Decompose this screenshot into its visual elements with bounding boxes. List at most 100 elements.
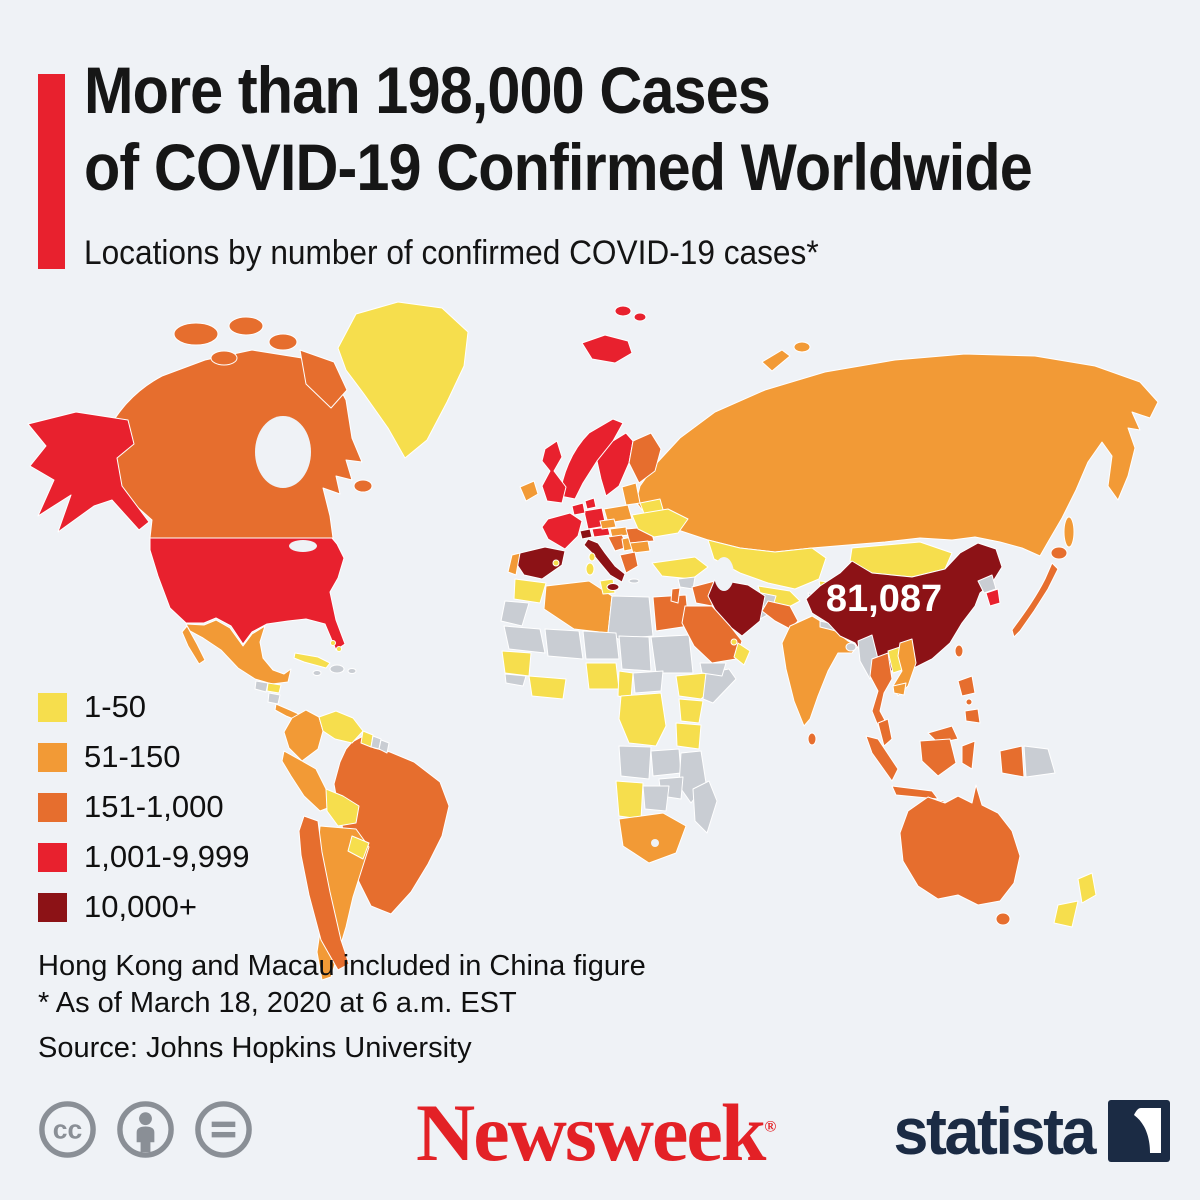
- map-region-svalbard-2: [633, 312, 647, 322]
- source-line: Source: Johns Hopkins University: [38, 1032, 472, 1064]
- map-region-colombia: [283, 709, 324, 762]
- legend-swatch-1-50: [38, 692, 67, 722]
- map-region-czechia: [599, 518, 617, 530]
- legend-swatch-10000-plus: [38, 892, 67, 922]
- map-region-mauritania: [503, 625, 546, 654]
- map-region-north-korea: [977, 574, 997, 594]
- map-region-united-states: [149, 537, 346, 651]
- map-region-arctic-island: [210, 350, 238, 366]
- map-region-paraguay: [347, 835, 370, 860]
- map-region-chad: [618, 635, 652, 672]
- map-region-bangladesh: [845, 642, 857, 652]
- map-region-mexico: [185, 619, 292, 685]
- map-region-russia: [635, 353, 1159, 557]
- legend-label-1001-9999: 1,001-9,999: [84, 839, 250, 874]
- map-region-morocco: [513, 578, 547, 604]
- page-title: More than 198,000 Cases of COVID-19 Conf…: [84, 52, 1033, 206]
- map-region-botswana: [642, 785, 670, 812]
- world-choropleth-map: 81,087: [0, 290, 1200, 990]
- map-region-vietnam: [892, 638, 917, 697]
- map-region-arctic-island: [173, 322, 219, 346]
- map-region-novaya-zemlya-2: [793, 341, 811, 353]
- china-case-count-label: 81,087: [826, 578, 942, 620]
- map-region-indonesia-java: [891, 785, 939, 800]
- title-line-1: More than 198,000 Cases: [84, 53, 771, 127]
- map-region-corsica: [588, 552, 596, 562]
- map-region-sudan: [650, 634, 694, 674]
- legend-swatch-51-150: [38, 742, 67, 772]
- map-region-zambia: [650, 748, 682, 777]
- map-region-jamaica: [312, 670, 322, 676]
- map-region-papua-new-guinea: [1023, 745, 1056, 778]
- map-region-novaya-zemlya: [761, 349, 791, 372]
- map-region-madagascar: [692, 780, 718, 834]
- cc-icon: cc: [39, 1101, 96, 1158]
- statista-logo-text: statista: [893, 1094, 1096, 1168]
- map-region-sakhalin: [1063, 516, 1075, 548]
- map-region-cambodia: [892, 682, 907, 696]
- map-region-israel: [670, 587, 681, 604]
- map-region-crete: [628, 578, 640, 584]
- map-region-iran: [707, 578, 766, 637]
- map-region-drc: [618, 692, 667, 747]
- map-region-poland: [603, 504, 633, 524]
- map-region-guinea: [504, 673, 527, 687]
- map-region-sri-lanka: [807, 732, 817, 746]
- newsweek-logo: Newsweek®: [416, 1092, 776, 1174]
- map-region-indonesia-sumatra: [865, 735, 899, 782]
- map-region-denmark: [584, 497, 597, 510]
- map-region-ukraine: [631, 508, 689, 538]
- legend-label-51-150: 51-150: [84, 739, 181, 774]
- map-region-cuba: [293, 652, 331, 669]
- statista-logo: statista: [883, 1098, 1170, 1164]
- map-region-yemen: [699, 662, 727, 677]
- title-line-2: of COVID-19 Confirmed Worldwide: [84, 130, 1033, 205]
- map-region-bahamas: [336, 646, 342, 652]
- map-region-taiwan: [954, 644, 964, 658]
- map-region-bahamas: [330, 640, 336, 646]
- map-region-japan: [1011, 562, 1059, 638]
- legend-item-1001-9999: 1,001-9,999: [38, 832, 249, 882]
- map-region-philippines-mindanao: [964, 708, 981, 724]
- map-region-indonesia-sulawesi: [961, 740, 976, 770]
- map-region-guatemala: [254, 680, 269, 693]
- map-region-greece: [619, 551, 639, 574]
- map-region-venezuela: [318, 710, 364, 744]
- map-region-bolivia: [325, 788, 360, 827]
- great-lakes-water: [289, 540, 317, 552]
- map-region-indonesia-west-papua: [999, 745, 1025, 778]
- map-region-baffin-island: [299, 349, 348, 409]
- map-region-new-zealand-north: [1077, 872, 1097, 904]
- map-region-philippines: [957, 675, 976, 697]
- map-region-french-guiana: [378, 739, 390, 754]
- map-region-switzerland: [579, 528, 593, 540]
- map-region-greenland: [337, 301, 469, 459]
- map-region-western-sahara: [500, 600, 530, 627]
- map-region-chile: [298, 815, 350, 971]
- map-region-australia: [899, 784, 1021, 906]
- map-region-tasmania: [995, 912, 1011, 926]
- map-region-hokkaido: [1050, 546, 1068, 560]
- map-region-philippines-visayas: [965, 698, 973, 706]
- map-region-mali: [544, 628, 584, 660]
- legend-label-1-50: 1-50: [84, 689, 147, 724]
- svg-text:cc: cc: [53, 1114, 83, 1144]
- map-region-south-africa: [618, 812, 687, 864]
- map-region-new-zealand-south: [1053, 900, 1079, 928]
- map-region-arctic-island: [268, 333, 298, 351]
- map-region-finland: [628, 432, 662, 484]
- map-region-baja-california: [181, 625, 206, 665]
- attribution-person-icon: [117, 1101, 174, 1158]
- map-region-namibia: [615, 780, 644, 820]
- map-region-indonesia-kalimantan: [919, 738, 957, 777]
- map-region-ghana-ivory-coast: [528, 675, 567, 700]
- map-region-sardinia: [585, 562, 595, 576]
- map-region-france: [541, 512, 583, 550]
- legend-label-151-1000: 151-1,000: [84, 789, 224, 824]
- map-region-baltics: [621, 482, 641, 506]
- legend-swatch-151-1000: [38, 792, 67, 822]
- footnote-china: Hong Kong and Macau included in China fi…: [38, 950, 646, 982]
- map-region-svalbard: [614, 305, 632, 317]
- map-region-nicaragua: [267, 692, 281, 705]
- map-region-newfoundland: [353, 479, 373, 493]
